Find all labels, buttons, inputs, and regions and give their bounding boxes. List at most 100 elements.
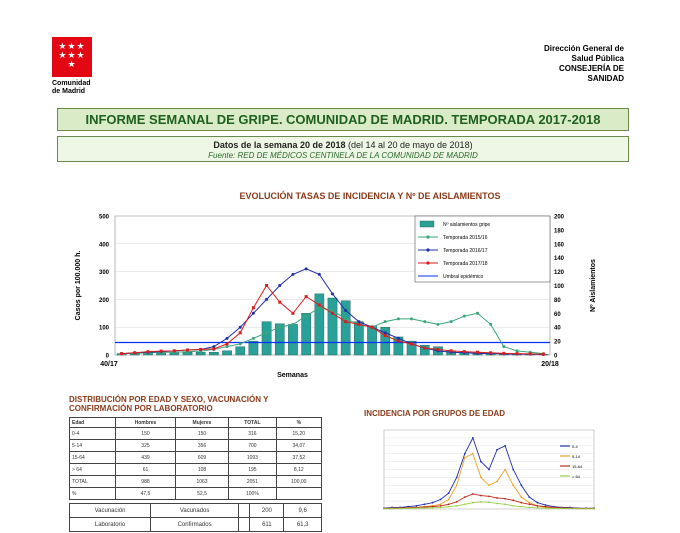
age-series-point bbox=[496, 502, 498, 505]
report-title: INFORME SEMANAL DE GRIPE. COMUNIDAD DE M… bbox=[57, 108, 629, 131]
age-series-point bbox=[455, 476, 458, 479]
table-cell: 611 bbox=[249, 517, 285, 532]
series-point bbox=[186, 348, 189, 352]
series-point bbox=[370, 325, 374, 329]
series-point bbox=[291, 322, 295, 326]
age-series-point bbox=[471, 437, 474, 439]
table-cell bbox=[238, 503, 251, 518]
age-series-point bbox=[463, 452, 466, 455]
series-point bbox=[357, 320, 361, 324]
table-cell: > 64 bbox=[68, 463, 117, 476]
age-series-point bbox=[512, 499, 515, 502]
logo-comunidad-madrid bbox=[52, 37, 92, 77]
bar-aislamientos bbox=[314, 293, 325, 356]
age-legend-label: > 64 bbox=[572, 474, 581, 479]
series-point bbox=[251, 336, 255, 340]
series-point bbox=[515, 349, 519, 353]
age-series-point bbox=[496, 497, 498, 499]
age-series-point bbox=[504, 444, 507, 447]
series-point bbox=[383, 320, 387, 324]
age-series-point bbox=[560, 507, 563, 510]
series-point bbox=[489, 322, 493, 326]
y-tick-label: 500 bbox=[99, 215, 110, 221]
table-cell: 15,20 bbox=[275, 427, 323, 440]
table-cell: 108 bbox=[174, 463, 230, 476]
y2-tick-label: 200 bbox=[554, 215, 565, 221]
table-cell: 8,12 bbox=[275, 463, 323, 476]
series-point bbox=[251, 306, 255, 310]
y2-tick-label: 40 bbox=[554, 326, 561, 332]
age-series-point bbox=[504, 503, 507, 506]
series-point bbox=[423, 346, 427, 350]
series-point bbox=[344, 317, 348, 321]
series-point bbox=[502, 345, 506, 349]
table-cell: 61,3 bbox=[283, 517, 322, 532]
y2-axis-label: Nº Aislamientos bbox=[590, 259, 597, 312]
series-point bbox=[396, 336, 400, 340]
age-series-point bbox=[391, 507, 393, 510]
bar-aislamientos bbox=[354, 321, 364, 356]
legend-marker bbox=[426, 261, 430, 265]
table-row: > 64 61 108 195 8,12 bbox=[68, 463, 323, 476]
bar-aislamientos bbox=[288, 324, 298, 356]
age-series-point bbox=[431, 501, 434, 504]
series-point bbox=[317, 303, 321, 307]
y2-tick-label: 180 bbox=[554, 228, 565, 234]
age-series-point bbox=[463, 496, 466, 499]
series-point bbox=[304, 295, 308, 299]
series-point bbox=[357, 322, 361, 326]
bar-aislamientos bbox=[380, 326, 391, 356]
bar-aislamientos bbox=[261, 321, 272, 356]
main-chart: 0 100 200 300 400 500 0 20 40 60 80 100 120 140 160 180… bbox=[75, 215, 597, 380]
series-point bbox=[449, 349, 453, 353]
table-cell: 34,07 bbox=[275, 439, 323, 452]
table-cell: 439 bbox=[115, 451, 176, 464]
legend-marker bbox=[426, 235, 430, 239]
table-row: 0-4 150 150 316 15,20 bbox=[68, 427, 323, 440]
series-point bbox=[212, 347, 216, 351]
age-series-point bbox=[528, 501, 531, 504]
series-point bbox=[159, 349, 163, 353]
series-point bbox=[199, 347, 203, 351]
table-cell: 195 bbox=[228, 463, 277, 476]
bar-aislamientos bbox=[327, 297, 338, 356]
legend: Nº aislamientos gripe Temporada 2015/16 Te… bbox=[414, 215, 551, 283]
series-point bbox=[265, 331, 269, 335]
age-series-point bbox=[536, 501, 539, 504]
series-point bbox=[436, 347, 440, 351]
age-series-point bbox=[471, 501, 474, 504]
table-cell: 700 bbox=[228, 439, 277, 452]
age-series-point bbox=[439, 506, 442, 509]
y-tick-label: 0 bbox=[106, 354, 110, 360]
bar-aislamientos bbox=[367, 325, 377, 356]
series-point bbox=[291, 272, 295, 276]
table-cell: Vacunados bbox=[150, 503, 240, 518]
series-point bbox=[304, 314, 308, 318]
age-series-point bbox=[447, 498, 450, 501]
series-point bbox=[133, 351, 137, 355]
y2-tick-label: 100 bbox=[554, 284, 565, 290]
series-point bbox=[344, 320, 348, 324]
table-cell: 5-14 bbox=[68, 439, 117, 452]
bar-aislamientos bbox=[301, 313, 311, 356]
age-series-point bbox=[455, 504, 458, 507]
series-point bbox=[436, 322, 440, 326]
table-cell: 47,5 bbox=[115, 487, 176, 500]
age-series-point bbox=[447, 503, 450, 506]
series-point bbox=[225, 336, 229, 340]
series-point bbox=[238, 342, 242, 346]
age-series-point bbox=[455, 500, 458, 503]
y2-tick-label: 60 bbox=[554, 312, 561, 318]
age-series-point bbox=[528, 503, 531, 506]
table-row: % 47,5 52,5 100% bbox=[68, 487, 323, 500]
age-series-point bbox=[407, 507, 410, 510]
age-series-point bbox=[480, 476, 482, 479]
legend-label: Temporada 2016/17 bbox=[443, 248, 488, 254]
y2-tick-label: 120 bbox=[554, 270, 565, 276]
table-cell: 988 bbox=[115, 475, 176, 488]
distribution-title-line-1: DISTRIBUCIÓN POR EDAD Y SEXO, VACUNACIÓN… bbox=[69, 395, 269, 404]
series-point bbox=[515, 352, 519, 356]
age-series-point bbox=[576, 507, 579, 510]
x-axis-label: Semanas bbox=[277, 372, 308, 379]
report-subtitle: Datos de la semana 20 de 2018 (del 14 al… bbox=[57, 136, 629, 162]
